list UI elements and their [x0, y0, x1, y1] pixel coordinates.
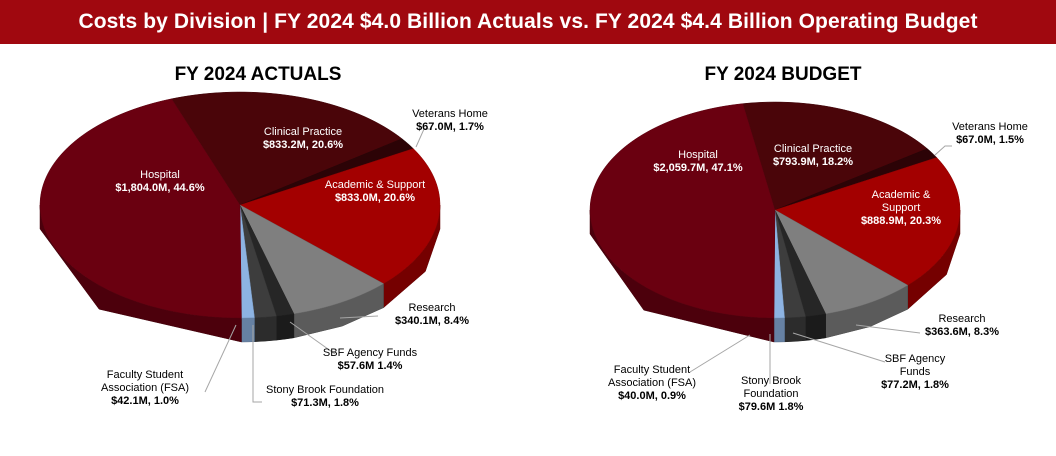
slice-label-name: Academic &: [872, 189, 931, 201]
pie-slice-side: [784, 316, 806, 343]
budget-chart-title: FY 2024 BUDGET: [704, 64, 862, 85]
slice-label-value: $77.2M, 1.8%: [881, 379, 949, 391]
leader-line: [252, 325, 262, 403]
slice-label: Academic & Support $888.9M, 20.3%: [861, 189, 941, 227]
slice-label: SBF Agency Funds $77.2M, 1.8%: [881, 353, 949, 391]
slice-label: SBF Agency Funds $57.6M 1.4%: [323, 347, 418, 372]
leader-line: [792, 332, 886, 363]
slice-label-value: $79.6M 1.8%: [739, 401, 804, 413]
slice-label-name: Stony Brook: [741, 375, 801, 387]
slice-label: Stony Brook Foundation $79.6M 1.8%: [739, 375, 804, 413]
pie-slice: [171, 91, 403, 206]
slice-label-name: Association (FSA): [608, 377, 696, 389]
slice-label: Hospital $1,804.0M, 44.6%: [115, 169, 205, 194]
slice-label-value: $40.0M, 0.9%: [618, 390, 686, 402]
slice-label-name: Hospital: [140, 169, 180, 181]
leader-line: [855, 324, 921, 334]
leader-line: [339, 315, 379, 319]
slice-label: Academic & Support $833.0M, 20.6%: [325, 179, 425, 204]
pie-slice: [774, 209, 909, 315]
leader-line: [934, 145, 952, 156]
slice-label-name: Veterans Home: [952, 121, 1028, 133]
slice-label-name: Veterans Home: [412, 108, 488, 120]
pie-slice-side: [254, 315, 277, 342]
slice-label-value: $363.6M, 8.3%: [925, 326, 999, 338]
slice-label-value: $57.6M 1.4%: [338, 360, 403, 372]
pie-slice-side: [805, 313, 826, 341]
slice-label: Veterans Home $67.0M, 1.7%: [412, 108, 488, 133]
slice-label-name: Association (FSA): [101, 382, 189, 394]
slice-label-value: $340.1M, 8.4%: [395, 315, 469, 327]
slice-label: Faculty Student Association (FSA) $42.1M, …: [101, 369, 189, 407]
slice-label-value: $1,804.0M, 44.6%: [115, 182, 205, 194]
pie-slice: [239, 204, 385, 315]
slice-label-name: SBF Agency Funds: [323, 347, 418, 359]
slice-label-name: Clinical Practice: [264, 126, 342, 138]
slice-label-value: $67.0M, 1.5%: [956, 134, 1024, 146]
slice-label-name: Stony Brook Foundation: [266, 384, 384, 396]
slice-label: Research $363.6M, 8.3%: [925, 313, 999, 338]
pie-slice-side: [276, 313, 295, 341]
leader-line: [689, 334, 751, 373]
slice-label: Research $340.1M, 8.4%: [395, 302, 469, 327]
slice-label-value: $2,059.7M, 47.1%: [653, 162, 743, 174]
slice-label-name: Support: [882, 202, 921, 214]
slice-label-name: Faculty Student: [107, 369, 183, 381]
pie-slice: [239, 148, 441, 284]
slice-label: Clinical Practice $793.9M, 18.2%: [773, 143, 853, 168]
leader-line: [204, 324, 237, 393]
slice-label-name: Research: [938, 313, 985, 325]
slice-label: Veterans Home $67.0M, 1.5%: [952, 121, 1028, 146]
leader-line: [415, 128, 432, 148]
slice-label-value: $833.0M, 20.6%: [335, 192, 415, 204]
slice-label: Faculty Student Association (FSA) $40.0M, …: [608, 364, 696, 402]
header-banner: Costs by Division | FY 2024 $4.0 Billion…: [0, 0, 1056, 44]
actuals-chart-title: FY 2024 ACTUALS: [174, 64, 342, 85]
slice-label-name: Clinical Practice: [774, 143, 852, 155]
slice-label-value: $42.1M, 1.0%: [111, 395, 179, 407]
slice-label-value: $71.3M, 1.8%: [291, 397, 359, 409]
slice-label: Clinical Practice $833.2M, 20.6%: [263, 126, 343, 151]
slice-label-value: $67.0M, 1.7%: [416, 121, 484, 133]
slice-label-name: Foundation: [743, 388, 798, 400]
slice-label-value: $888.9M, 20.3%: [861, 215, 941, 227]
slice-label: Hospital $2,059.7M, 47.1%: [653, 149, 743, 174]
slice-label-name: SBF Agency: [885, 353, 946, 365]
slice-label-value: $793.9M, 18.2%: [773, 156, 853, 168]
slice-label-value: $833.2M, 20.6%: [263, 139, 343, 151]
pie-slice: [774, 157, 961, 286]
budget-pie: Clinical Practice $793.9M, 18.2% Veterans …: [589, 101, 1028, 413]
slice-label-name: Academic & Support: [325, 179, 425, 191]
slice-label: Stony Brook Foundation $71.3M, 1.8%: [266, 384, 384, 409]
actuals-pie: Clinical Practice $833.2M, 20.6% Veterans …: [39, 91, 488, 409]
slice-label-name: Funds: [900, 366, 931, 378]
slice-label-name: Research: [408, 302, 455, 314]
slice-label-name: Faculty Student: [614, 364, 690, 376]
pie-slice: [742, 101, 928, 211]
leader-line: [289, 321, 336, 355]
pie-slice: [39, 98, 242, 319]
pie-slice: [589, 103, 776, 319]
slice-label-name: Hospital: [678, 149, 718, 161]
pie-slice-side: [773, 317, 785, 343]
